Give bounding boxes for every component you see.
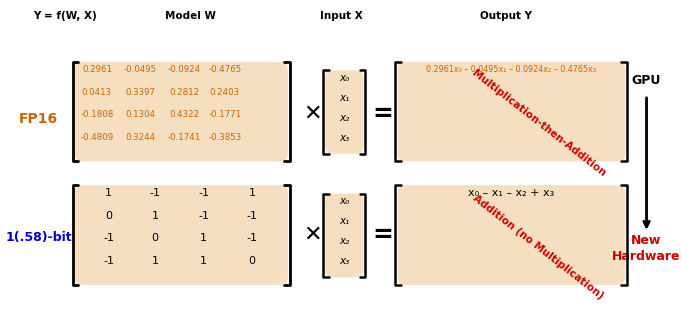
Text: 0.2961x₀ – 0.0495x₁ – 0.0924x₂ – 0.4765x₃: 0.2961x₀ – 0.0495x₁ – 0.0924x₂ – 0.4765x…: [427, 65, 596, 74]
Text: 1: 1: [152, 210, 159, 221]
Text: -0.0495: -0.0495: [124, 65, 157, 74]
Text: Model W: Model W: [166, 11, 216, 21]
Text: 0.3397: 0.3397: [126, 88, 155, 97]
Text: 1: 1: [200, 256, 207, 266]
FancyBboxPatch shape: [397, 185, 625, 285]
Text: 0: 0: [249, 256, 256, 266]
Text: =: =: [372, 102, 394, 126]
Text: FP16: FP16: [19, 112, 58, 126]
Text: -0.1771: -0.1771: [208, 110, 242, 119]
Text: x₀: x₀: [339, 196, 349, 206]
Text: Addition (no Multiplication): Addition (no Multiplication): [471, 193, 606, 301]
Text: 0.3244: 0.3244: [126, 133, 155, 142]
Text: -1: -1: [103, 233, 114, 243]
Text: Input X: Input X: [320, 11, 363, 21]
Text: x₁: x₁: [339, 216, 349, 226]
FancyBboxPatch shape: [397, 62, 625, 162]
Text: =: =: [372, 223, 394, 246]
Text: x₁: x₁: [339, 93, 349, 103]
Text: Multiplication-then-Addition: Multiplication-then-Addition: [470, 68, 607, 179]
Text: 0: 0: [152, 233, 159, 243]
Text: 0.2403: 0.2403: [210, 88, 240, 97]
FancyBboxPatch shape: [75, 62, 288, 162]
Text: 0.0413: 0.0413: [82, 88, 112, 97]
Text: 1: 1: [249, 188, 256, 198]
Text: -1: -1: [247, 233, 258, 243]
Text: x₂: x₂: [339, 236, 349, 246]
Text: x₃: x₃: [339, 133, 349, 143]
Text: New
Hardware: New Hardware: [612, 234, 681, 263]
Text: 1: 1: [200, 233, 207, 243]
Text: -1: -1: [198, 188, 209, 198]
Text: -0.3853: -0.3853: [208, 133, 242, 142]
Text: -1: -1: [103, 256, 114, 266]
Text: -0.4809: -0.4809: [80, 133, 113, 142]
Text: -0.1808: -0.1808: [80, 110, 113, 119]
Text: ✕: ✕: [303, 224, 322, 245]
Text: 0: 0: [105, 210, 112, 221]
FancyBboxPatch shape: [325, 70, 363, 154]
Text: GPU: GPU: [632, 74, 661, 87]
Text: -1: -1: [247, 210, 258, 221]
Text: Y = f(W, X): Y = f(W, X): [33, 11, 97, 21]
Text: ✕: ✕: [303, 104, 322, 124]
Text: 0.2812: 0.2812: [169, 88, 199, 97]
Text: x₂: x₂: [339, 113, 349, 123]
Text: 1: 1: [152, 256, 159, 266]
Text: x₃: x₃: [339, 256, 349, 266]
Text: 1(.58)-bit: 1(.58)-bit: [5, 231, 72, 244]
Text: -0.1741: -0.1741: [168, 133, 201, 142]
Text: x₀: x₀: [339, 73, 349, 83]
Text: Output Y: Output Y: [480, 11, 532, 21]
Text: 0.2961: 0.2961: [82, 65, 112, 74]
FancyBboxPatch shape: [75, 185, 288, 285]
FancyBboxPatch shape: [325, 194, 363, 277]
Text: -1: -1: [198, 210, 209, 221]
Text: 1: 1: [105, 188, 112, 198]
Text: x₀ – x₁ – x₂ + x₃: x₀ – x₁ – x₂ + x₃: [468, 188, 554, 198]
Text: -0.0924: -0.0924: [168, 65, 201, 74]
Text: -1: -1: [150, 188, 161, 198]
Text: -0.4765: -0.4765: [208, 65, 242, 74]
Text: 0.1304: 0.1304: [126, 110, 155, 119]
Text: 0.4322: 0.4322: [169, 110, 199, 119]
